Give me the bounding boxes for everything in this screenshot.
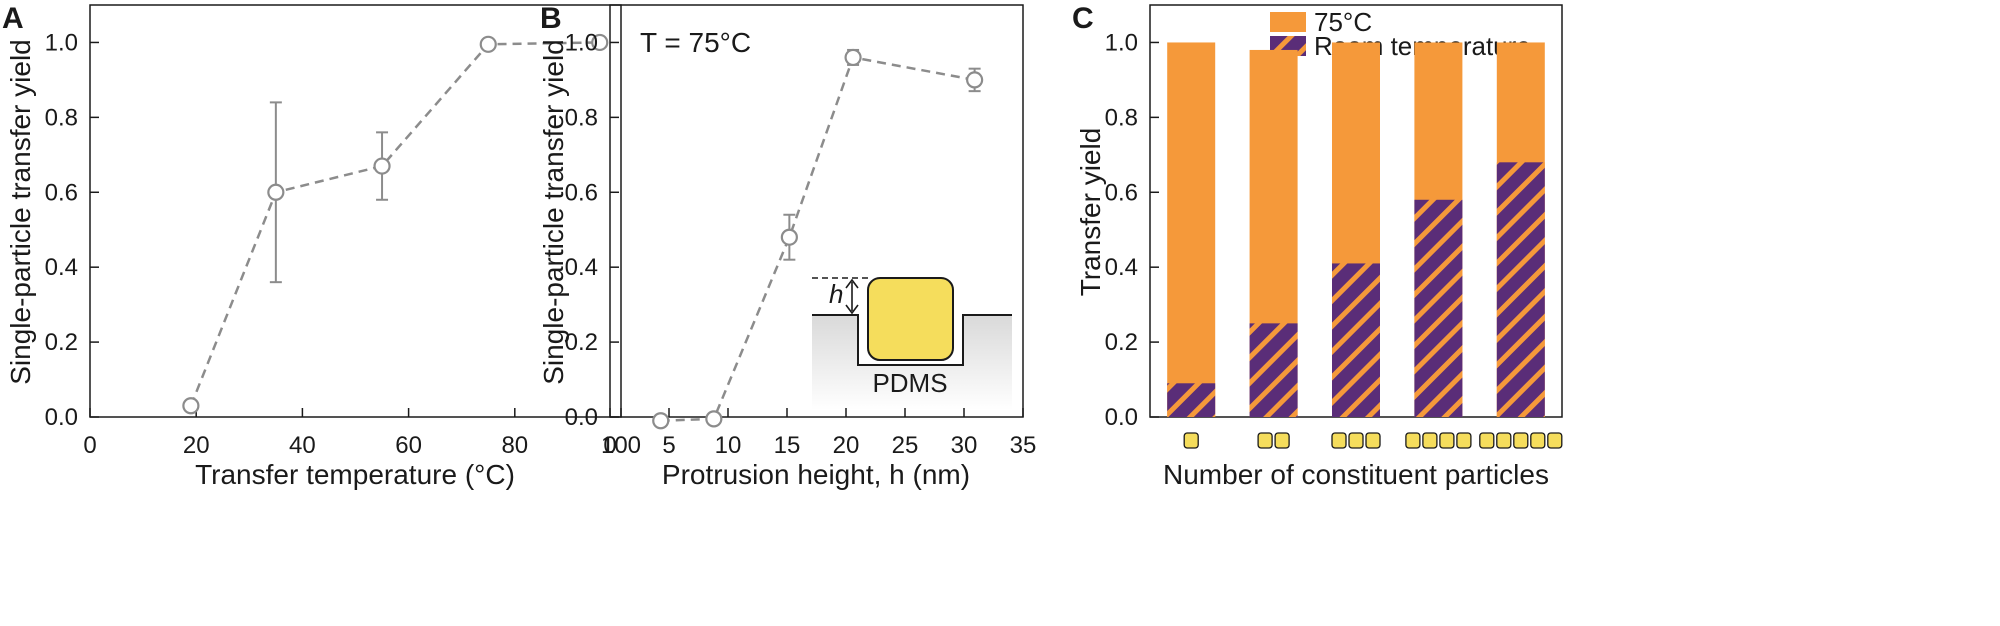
panel-a-xlabel: Transfer temperature (°C) xyxy=(195,459,515,490)
inset-arrowhead-down xyxy=(845,304,859,315)
panel-b-ytick-label: 0.2 xyxy=(565,329,598,356)
panel-b-data-point xyxy=(705,410,723,428)
panel-c-legend: 75°C Room temperature xyxy=(1270,7,1531,61)
inset-arrowhead-up xyxy=(845,278,859,289)
panel-c-xlabel: Number of constituent particles xyxy=(1163,459,1549,490)
bar-room-temperature xyxy=(1249,323,1298,417)
panel-a-marks xyxy=(182,33,609,415)
panel-b-xlabel: Protrusion height, h (nm) xyxy=(662,459,970,490)
inset-pdms-label: PDMS xyxy=(872,368,947,398)
panel-a-data-point xyxy=(479,35,497,53)
panel-a-ytick-label: 0.0 xyxy=(45,404,78,431)
panel-a-data-point xyxy=(373,157,391,175)
panel-b-annotation: T = 75°C xyxy=(640,27,751,58)
panel-a-ytick-label: 0.8 xyxy=(45,104,78,131)
inset-substrate-outline xyxy=(812,314,1012,366)
panel-c-ytick-label: 0.2 xyxy=(1105,329,1138,356)
panel-b-series-line xyxy=(660,56,975,422)
bar-room-temperature xyxy=(1414,199,1463,417)
panel-b-inset: h PDMS xyxy=(812,277,1012,410)
panel-a-data-point xyxy=(267,183,285,201)
panel-b-data-point xyxy=(966,71,984,89)
panel-c-particle-icon xyxy=(1496,432,1512,449)
panel-b-marks xyxy=(652,48,984,430)
panel-b-ytick-label: 0.4 xyxy=(565,254,598,281)
panel-c-ytick-label: 0.6 xyxy=(1105,179,1138,206)
panel-c-particle-icon xyxy=(1530,432,1546,449)
panel-a-ytick-label: 0.4 xyxy=(45,254,78,281)
panel-b: B T = 75°C h PDMS 0.0 0.2 0.4 0.6 0.8 1.0 0 5 10… xyxy=(538,2,1036,490)
panel-c-particle-icon xyxy=(1513,432,1529,449)
panel-a-ytick-label: 1.0 xyxy=(45,29,78,56)
bar-room-temperature xyxy=(1496,162,1545,417)
panel-a-frame xyxy=(89,4,622,418)
panel-a-xtick-label: 80 xyxy=(501,432,528,459)
legend-swatch-75c xyxy=(1270,12,1306,32)
panel-c-particle-icon xyxy=(1331,432,1347,449)
panel-a-ylabel: Single-particle transfer yield xyxy=(5,39,36,385)
inset-particle xyxy=(867,277,954,361)
panel-a-data-point xyxy=(182,397,200,415)
panel-a-xtick-label: 20 xyxy=(183,432,210,459)
panel-a-ytick-label: 0.6 xyxy=(45,179,78,206)
panel-c-letter: C xyxy=(1072,2,1094,35)
panel-a-ytick-label: 0.2 xyxy=(45,329,78,356)
panel-c-ytick-label: 1.0 xyxy=(1105,29,1138,56)
panel-a-xtick-label: 40 xyxy=(289,432,316,459)
panel-b-xtick-label: 25 xyxy=(892,432,919,459)
panel-b-ytick-label: 1.0 xyxy=(565,29,598,56)
panel-c-particle-icon xyxy=(1456,432,1472,449)
panel-a: A 0.0 0.2 0.4 0.6 0.8 1.0 0 20 40 60 80 100 Transfe… xyxy=(2,2,641,490)
panel-b-data-point xyxy=(844,48,862,67)
panel-c-particle-icon xyxy=(1183,432,1199,449)
panel-c-particle-icon xyxy=(1405,432,1421,449)
inset-h-label: h xyxy=(829,279,843,309)
panel-a-xtick-label: 0 xyxy=(83,432,96,459)
panel-c-particle-icon xyxy=(1547,432,1563,449)
panel-a-series-line xyxy=(189,41,600,407)
panel-b-ytick-label: 0.8 xyxy=(565,104,598,131)
panel-b-data-point xyxy=(780,228,798,246)
panel-b-ytick-label: 0.0 xyxy=(565,404,598,431)
panel-c-particle-icon xyxy=(1274,432,1290,449)
panel-a-data-point xyxy=(591,33,609,52)
panel-c-particle-icon xyxy=(1479,432,1495,449)
panel-c-particle-icon xyxy=(1422,432,1438,449)
panel-c-particle-icon xyxy=(1257,432,1273,449)
panel-b-ytick-label: 0.6 xyxy=(565,179,598,206)
panel-b-ticks: 0.0 0.2 0.4 0.6 0.8 1.0 0 5 10 15 20 25 30 35 xyxy=(565,29,1037,459)
panel-c-particle-icon xyxy=(1439,432,1455,449)
panel-c-ytick-label: 0.8 xyxy=(1105,104,1138,131)
panel-b-ylabel: Single-particle transfer yield xyxy=(538,39,569,385)
panel-b-xtick-label: 30 xyxy=(951,432,978,459)
panel-b-frame xyxy=(609,4,1024,418)
panel-b-xtick-label: 35 xyxy=(1010,432,1037,459)
panel-b-data-point xyxy=(652,412,670,430)
panel-c-particle-icon xyxy=(1348,432,1364,449)
panel-c-marks xyxy=(1167,42,1545,418)
bar-room-temperature xyxy=(1167,383,1216,417)
panel-b-xtick-label: 5 xyxy=(662,432,675,459)
panel-c-ytick-label: 0.4 xyxy=(1105,254,1138,281)
panel-b-letter: B xyxy=(540,2,562,35)
legend-label-75c: 75°C xyxy=(1314,7,1372,37)
bar-75c xyxy=(1167,42,1216,418)
panel-a-xtick-label: 100 xyxy=(601,432,641,459)
panel-c-particle-icon xyxy=(1365,432,1381,449)
panel-c-ytick-label: 0.0 xyxy=(1105,404,1138,431)
panel-c-ticks: 0.0 0.2 0.4 0.6 0.8 1.0 xyxy=(1105,29,1563,449)
panel-c-ylabel: Transfer yield xyxy=(1075,128,1106,297)
bar-room-temperature xyxy=(1332,263,1380,417)
panel-a-xtick-label: 60 xyxy=(395,432,422,459)
panel-b-xtick-label: 0 xyxy=(603,432,616,459)
panel-b-xtick-label: 10 xyxy=(715,432,742,459)
panel-a-letter: A xyxy=(2,2,24,35)
panel-b-xtick-label: 15 xyxy=(774,432,801,459)
panel-c: C 75°C Room temperature 0.0 0.2 0.4 0.6 0.8 1… xyxy=(1072,2,1563,490)
panel-a-ticks: 0.0 0.2 0.4 0.6 0.8 1.0 0 20 40 60 80 100 xyxy=(45,29,641,459)
panel-b-xtick-label: 20 xyxy=(833,432,860,459)
